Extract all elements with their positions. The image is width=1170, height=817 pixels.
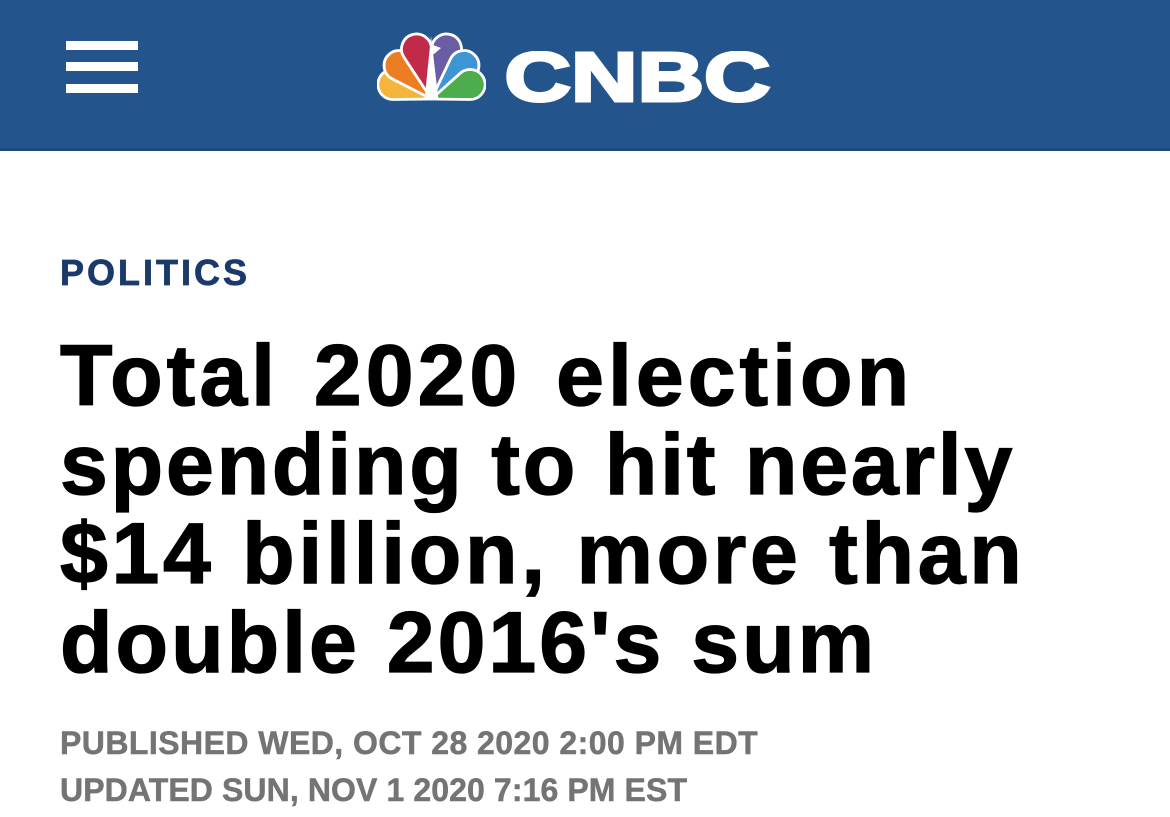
svg-text:CNBC: CNBC: [505, 51, 771, 105]
